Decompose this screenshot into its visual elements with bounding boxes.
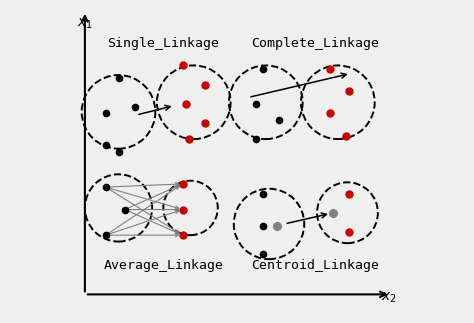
- Text: Average_Linkage: Average_Linkage: [103, 259, 223, 272]
- Text: $x_1$: $x_1$: [77, 16, 93, 31]
- Text: Single_Linkage: Single_Linkage: [107, 36, 219, 49]
- Text: $x_2$: $x_2$: [381, 290, 397, 305]
- Text: Complete_Linkage: Complete_Linkage: [251, 36, 380, 49]
- Text: Centroid_Linkage: Centroid_Linkage: [251, 259, 380, 272]
